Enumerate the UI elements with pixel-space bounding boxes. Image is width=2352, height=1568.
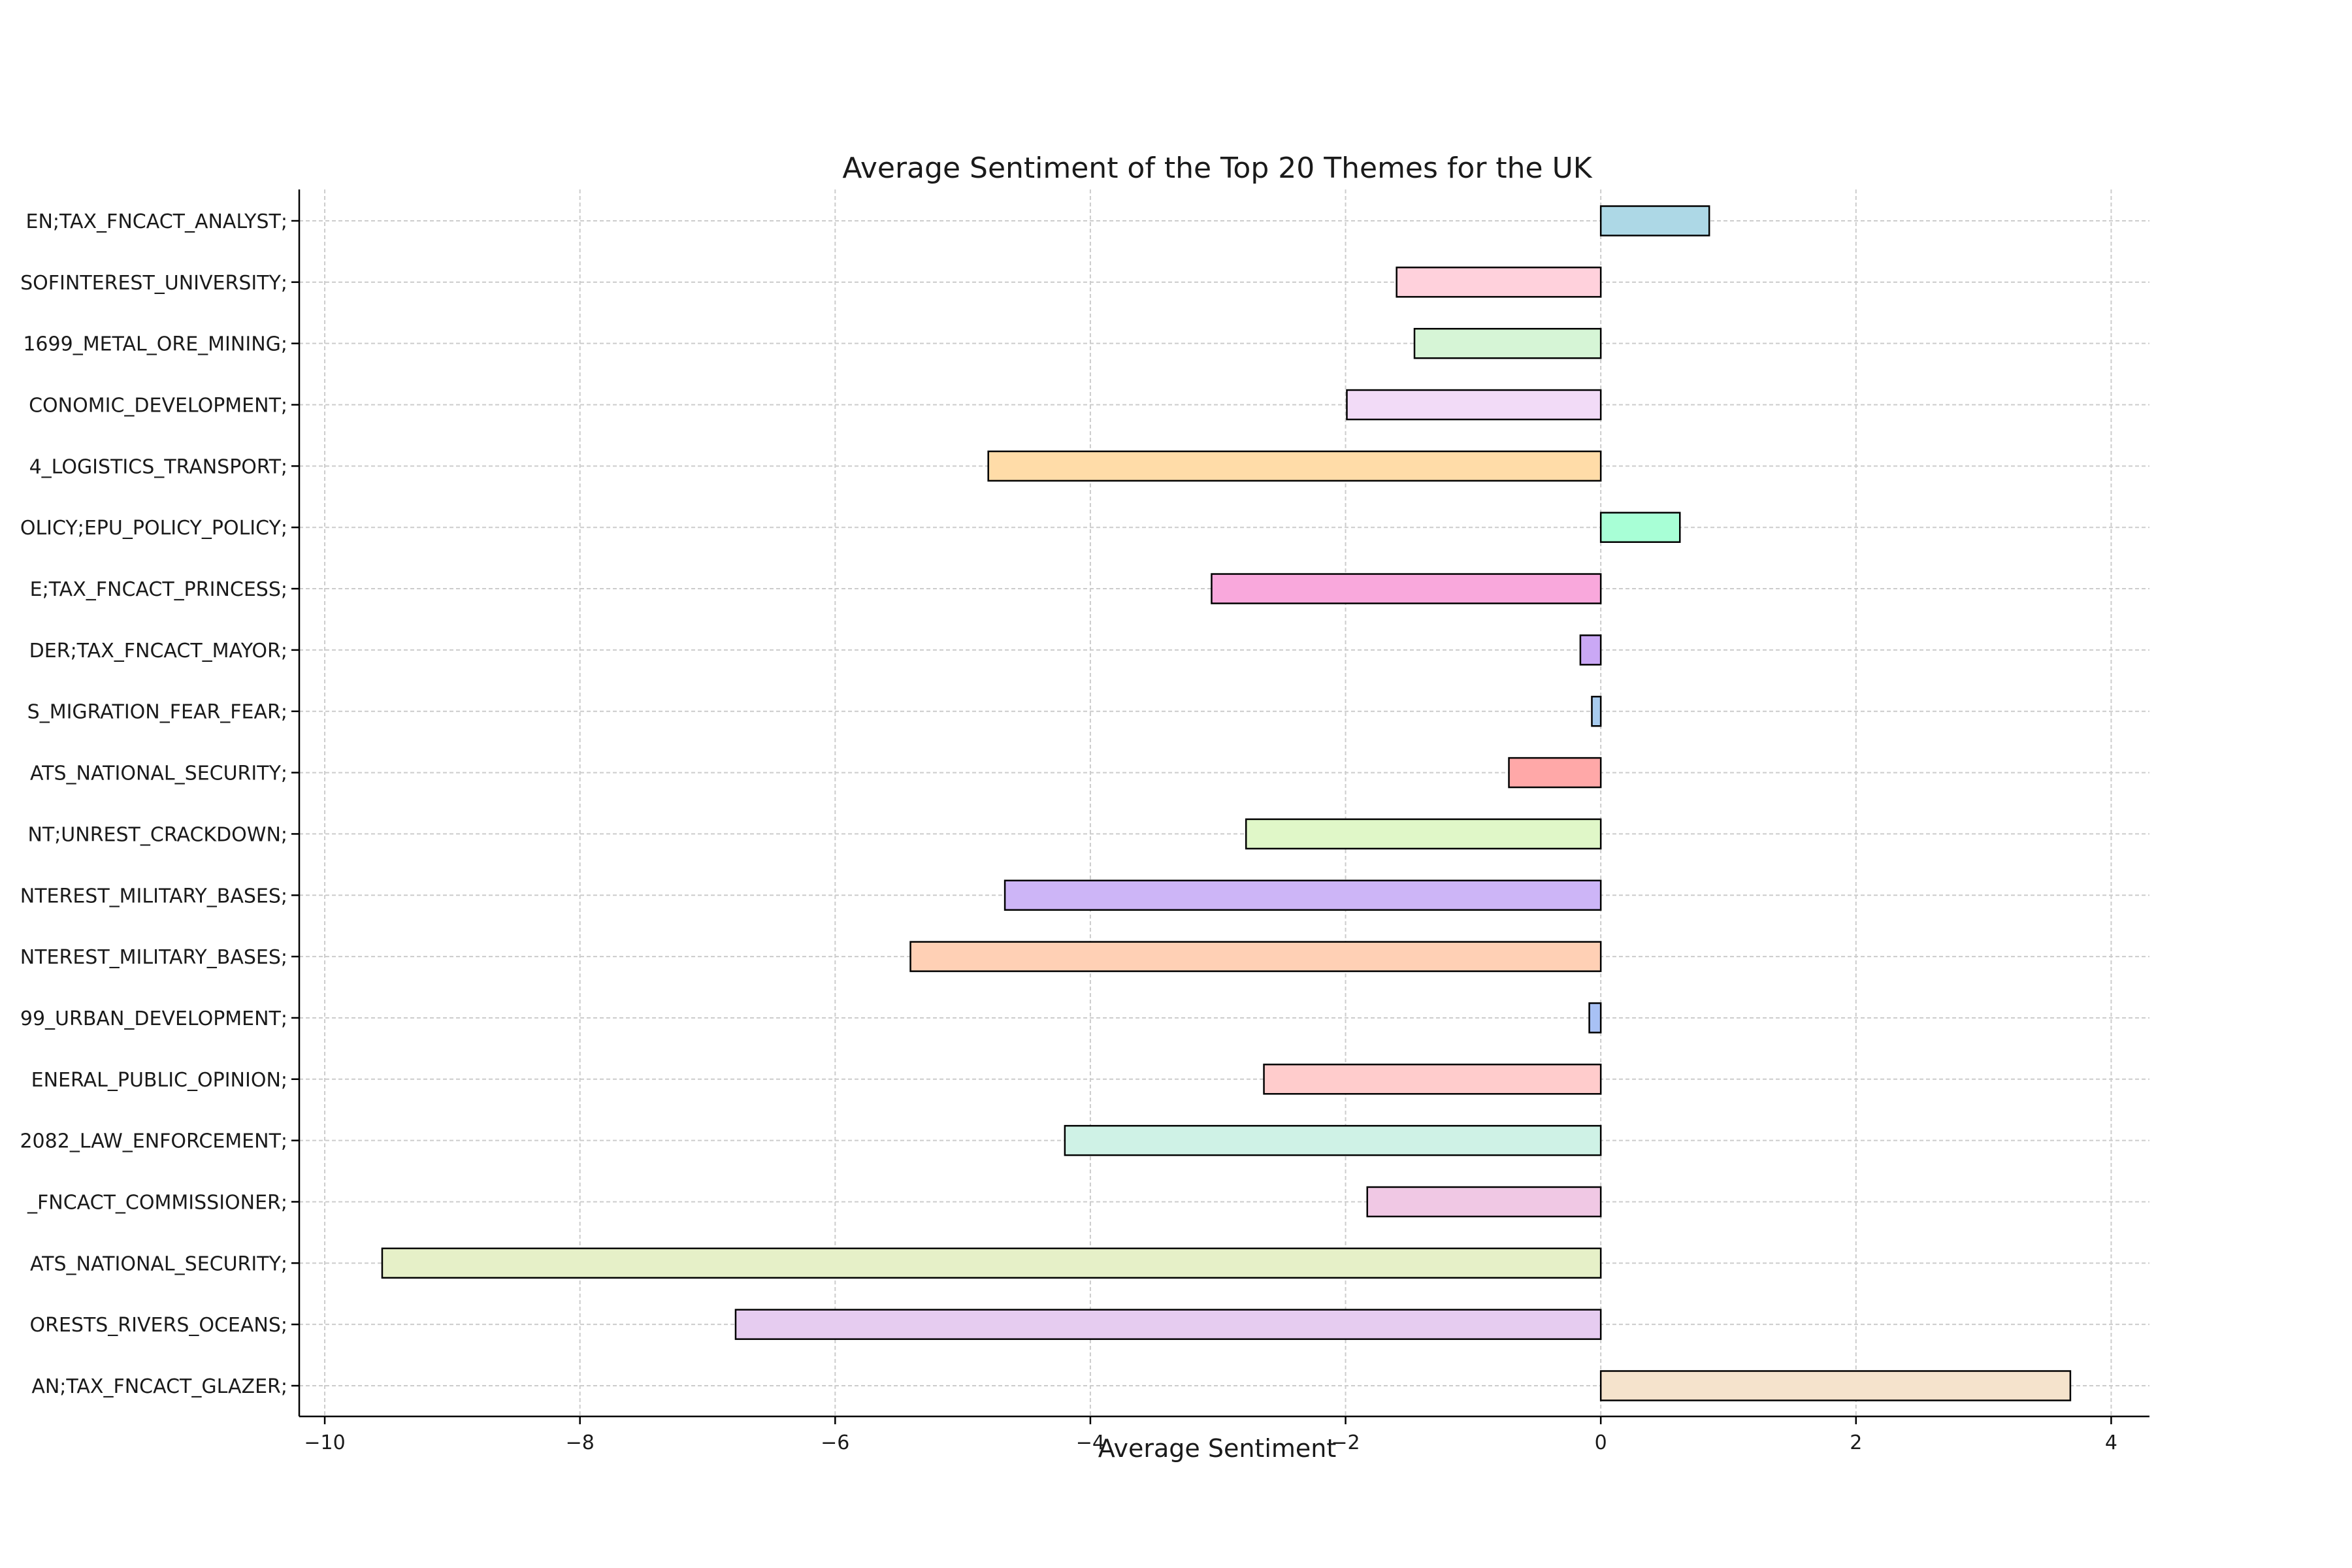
y-tick-label-14: ENERAL_PUBLIC_OPINION; bbox=[31, 1069, 287, 1092]
x-tick-label-3: −4 bbox=[1076, 1431, 1105, 1454]
bars bbox=[381, 205, 2072, 1401]
y-tick-label-8: S_MIGRATION_FEAR_FEAR; bbox=[27, 701, 287, 724]
axes bbox=[298, 189, 2149, 1418]
bar-15 bbox=[1064, 1124, 1602, 1156]
bar-12 bbox=[909, 941, 1602, 972]
bar-10 bbox=[1245, 818, 1602, 850]
x-ticks: −10 −8 −6 −4 −2 0 2 4 bbox=[304, 1416, 2117, 1454]
x-axis-label: Average Sentiment bbox=[1098, 1434, 1337, 1463]
y-tick-label-18: ORESTS_RIVERS_OCEANS; bbox=[29, 1314, 287, 1337]
bar-11 bbox=[1004, 879, 1602, 911]
x-tick-label-5: 0 bbox=[1595, 1431, 1607, 1454]
x-tick-label-2: −6 bbox=[821, 1431, 849, 1454]
y-tick-label-2: 1699_METAL_ORE_MINING; bbox=[23, 333, 287, 356]
y-tick-label-19: AN;TAX_FNCACT_GLAZER; bbox=[31, 1375, 287, 1398]
y-tick-label-9: ATS_NATIONAL_SECURITY; bbox=[30, 762, 287, 785]
bar-19 bbox=[1599, 1370, 2072, 1401]
bar-5 bbox=[1599, 512, 1681, 543]
y-ticks: EN;TAX_FNCACT_ANALYST; SOFINTEREST_UNIVER… bbox=[20, 210, 299, 1398]
bar-8 bbox=[1591, 695, 1602, 727]
x-tick-label-0: −10 bbox=[304, 1431, 345, 1454]
y-tick-label-5: OLICY;EPU_POLICY_POLICY; bbox=[20, 517, 287, 540]
bar-16 bbox=[1366, 1186, 1602, 1218]
y-tick-label-7: DER;TAX_FNCACT_MAYOR; bbox=[29, 640, 287, 662]
y-tick-label-11: NTEREST_MILITARY_BASES; bbox=[20, 885, 287, 907]
bar-9 bbox=[1508, 757, 1602, 789]
bar-7 bbox=[1579, 634, 1602, 666]
x-tick-label-1: −8 bbox=[566, 1431, 595, 1454]
bar-14 bbox=[1263, 1064, 1602, 1095]
x-tick-label-7: 4 bbox=[2105, 1431, 2117, 1454]
y-tick-label-15: 2082_LAW_ENFORCEMENT; bbox=[20, 1130, 287, 1153]
grid-lines bbox=[299, 189, 2149, 1416]
bar-4 bbox=[987, 450, 1602, 482]
y-tick-label-17: ATS_NATIONAL_SECURITY; bbox=[30, 1252, 287, 1275]
bar-0 bbox=[1599, 205, 1710, 237]
y-tick-label-1: SOFINTEREST_UNIVERSITY; bbox=[20, 272, 287, 295]
bar-18 bbox=[734, 1309, 1602, 1340]
y-tick-label-0: EN;TAX_FNCACT_ANALYST; bbox=[25, 210, 287, 233]
bar-17 bbox=[381, 1247, 1602, 1279]
y-tick-label-3: CONOMIC_DEVELOPMENT; bbox=[29, 395, 287, 417]
y-tick-label-16: _FNCACT_COMMISSIONER; bbox=[27, 1191, 287, 1214]
bar-3 bbox=[1346, 389, 1602, 421]
y-tick-label-12: NTEREST_MILITARY_BASES; bbox=[20, 946, 287, 969]
y-tick-label-13: 99_URBAN_DEVELOPMENT; bbox=[20, 1007, 287, 1030]
y-tick-label-6: E;TAX_FNCACT_PRINCESS; bbox=[30, 578, 287, 601]
x-tick-label-6: 2 bbox=[1850, 1431, 1862, 1454]
bar-6 bbox=[1211, 573, 1602, 604]
y-tick-label-4: 4_LOGISTICS_TRANSPORT; bbox=[29, 455, 287, 478]
bar-1 bbox=[1396, 267, 1602, 298]
chart-title: Average Sentiment of the Top 20 Themes f… bbox=[842, 152, 1592, 185]
bar-13 bbox=[1588, 1002, 1602, 1034]
x-tick-label-4: −2 bbox=[1331, 1431, 1360, 1454]
bar-2 bbox=[1413, 327, 1602, 359]
y-tick-label-10: NT;UNREST_CRACKDOWN; bbox=[27, 823, 287, 846]
